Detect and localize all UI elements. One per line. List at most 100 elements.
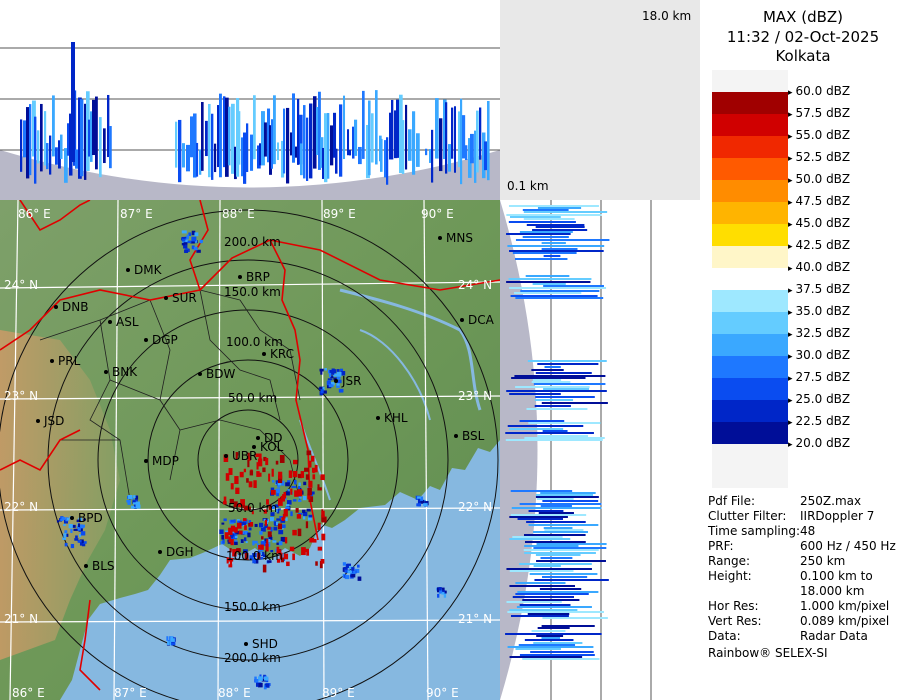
echo-column <box>358 146 362 165</box>
echo-pixel <box>418 503 422 507</box>
echo-pixel <box>285 506 290 509</box>
echo-column <box>439 118 443 172</box>
range-rings <box>0 209 499 700</box>
echo-row <box>515 582 566 584</box>
echo-row <box>537 363 599 365</box>
color-legend <box>712 70 788 488</box>
echo-column <box>84 103 87 180</box>
echo-column <box>362 90 365 159</box>
echo-pixel <box>274 509 278 513</box>
echo-pixel <box>230 519 236 523</box>
echo-column <box>58 140 61 169</box>
legend-label: 47.5 dBZ <box>788 194 851 210</box>
legend-swatch <box>712 356 788 378</box>
lat-label: 21° N <box>4 612 38 626</box>
echo-row <box>531 630 566 632</box>
echo-pixel <box>170 638 175 642</box>
echo-column <box>182 143 185 168</box>
echo-pixel <box>183 242 188 245</box>
echo-pixel <box>254 559 259 564</box>
echo-pixel <box>292 553 295 561</box>
echo-column <box>186 144 190 172</box>
echo-column <box>271 119 274 169</box>
echo-pixel <box>80 526 84 529</box>
echo-column <box>71 42 75 162</box>
echo-pixel <box>238 552 242 556</box>
info-row: Data: Radar Data <box>708 629 906 644</box>
legend-label: 35.0 dBZ <box>788 304 851 320</box>
station-label: KRC <box>270 347 294 361</box>
echo-pixel <box>252 540 258 544</box>
echo-pixel <box>324 368 327 371</box>
bottom-height-label: 0.1 km <box>507 179 549 193</box>
echo-pixel <box>70 543 75 549</box>
echo-row <box>512 596 575 598</box>
echo-row <box>511 377 586 379</box>
echo-row <box>515 593 589 595</box>
echo-column <box>44 111 47 166</box>
echo-pixel <box>418 498 421 502</box>
legend-swatch <box>712 224 788 246</box>
echo-pixel <box>171 641 176 646</box>
echo-row <box>525 275 570 277</box>
echo-pixel <box>133 495 136 499</box>
product-title: MAX (dBZ) <box>762 8 844 26</box>
echo-column <box>243 132 247 184</box>
echo-column <box>67 123 70 156</box>
echo-pixel <box>257 682 263 688</box>
info-row: Range: 250 km <box>708 554 906 569</box>
echo-pixel <box>191 245 195 250</box>
echo-row <box>511 507 602 509</box>
echo-column <box>402 120 405 174</box>
echo-pixel <box>270 517 274 522</box>
echo-pixel <box>259 531 263 535</box>
echo-pixel <box>296 514 302 519</box>
echo-pixel <box>280 557 284 563</box>
echo-row <box>535 372 592 374</box>
echo-pixel <box>193 246 198 251</box>
station-label: BLS <box>92 559 115 573</box>
echo-pixel <box>77 540 82 543</box>
echo-column <box>324 113 328 183</box>
echo-column <box>228 106 231 166</box>
echo-pixel <box>347 570 352 574</box>
echo-pixel <box>336 376 341 380</box>
echo-row <box>535 396 595 398</box>
station-label: PRL <box>58 354 81 368</box>
legend-label: 32.5 dBZ <box>788 326 851 342</box>
echo-pixel <box>76 519 81 523</box>
echo-column <box>330 125 334 166</box>
echo-pixel <box>256 471 260 477</box>
echo-pixel <box>182 238 186 242</box>
echo-pixel <box>265 457 269 466</box>
echo-row <box>523 534 586 536</box>
echo-column <box>196 142 199 177</box>
echo-column <box>484 141 488 171</box>
earth-curvature-shade <box>0 150 500 200</box>
range-label: 150.0 km <box>224 600 281 614</box>
legend-swatch <box>712 158 788 180</box>
echo-pixel <box>307 493 311 500</box>
echo-pixel <box>307 515 312 521</box>
info-key: PRF: <box>708 539 734 553</box>
echo-pixel <box>275 489 280 492</box>
echo-pixel <box>247 532 251 538</box>
echo-pixel <box>330 375 334 379</box>
echo-row <box>532 379 562 381</box>
echo-column <box>368 100 371 176</box>
echo-column <box>322 147 326 179</box>
echo-row <box>526 224 585 226</box>
echo-row <box>537 435 589 437</box>
echo-pixel <box>229 548 232 553</box>
echo-row <box>534 579 609 581</box>
echo-pixel <box>343 574 347 578</box>
echo-column <box>462 115 466 159</box>
echo-row <box>517 591 599 593</box>
echo-row <box>543 255 561 257</box>
legend-label: 60.0 dBZ <box>788 84 851 100</box>
echo-pixel <box>264 676 268 679</box>
echo-column <box>241 137 244 177</box>
echo-row <box>520 290 600 292</box>
echo-row <box>538 512 574 514</box>
echo-pixel <box>236 522 242 529</box>
